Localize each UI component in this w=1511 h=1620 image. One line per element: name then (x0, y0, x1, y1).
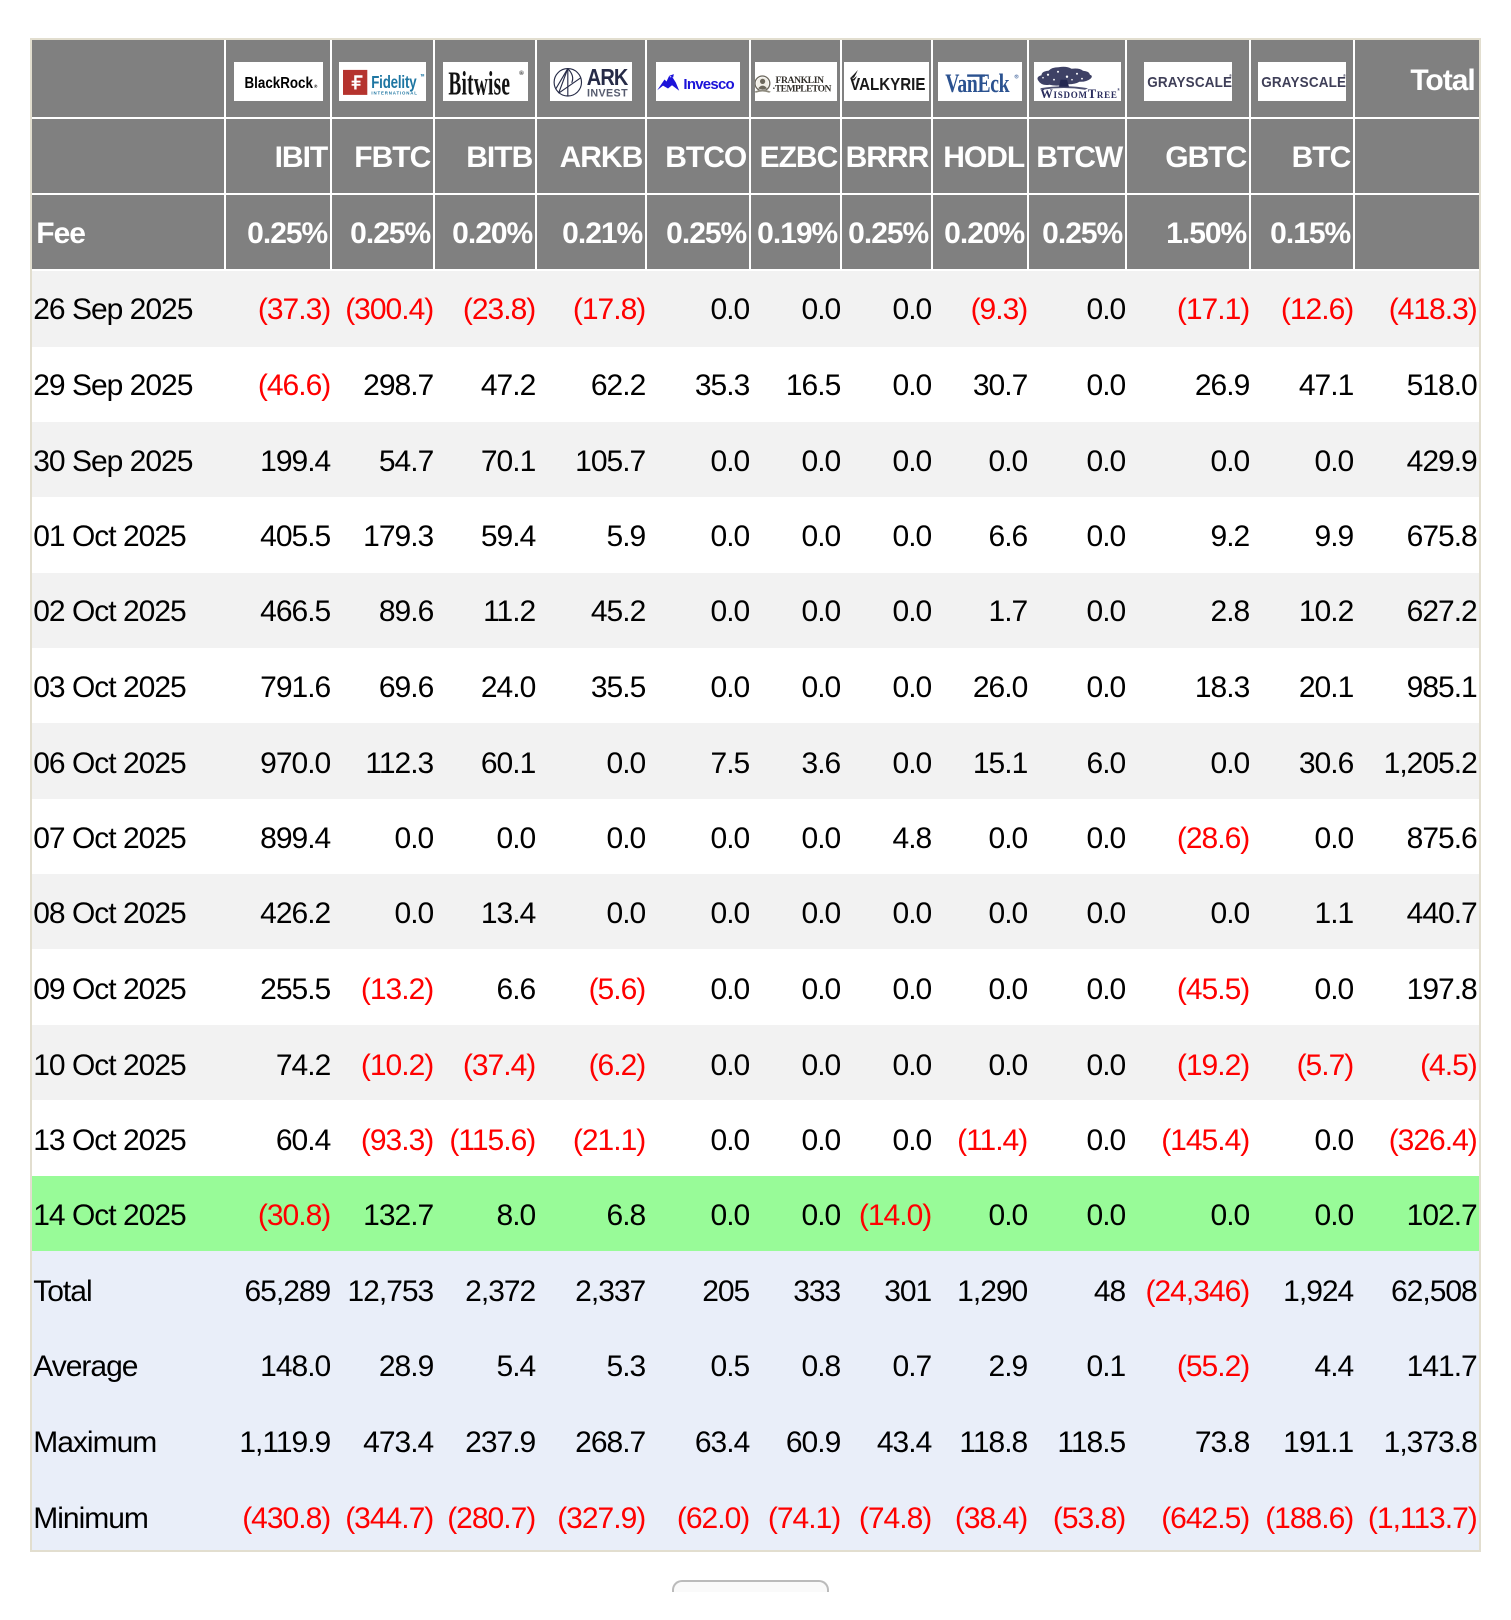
svg-text:·TEMPLETON: ·TEMPLETON (772, 83, 831, 94)
svg-text:®: ® (1229, 73, 1232, 78)
svg-text:WisdomTree: WisdomTree (1040, 87, 1117, 101)
svg-text:INTERNATIONAL: INTERNATIONAL (371, 91, 417, 96)
svg-text:GRAYSCALE: GRAYSCALE (1261, 74, 1346, 91)
svg-text:Bitwise: Bitwise (448, 64, 510, 101)
svg-text:Fidelity: Fidelity (371, 73, 417, 92)
svg-text:VALKYRIE: VALKYRIE (850, 75, 925, 94)
svg-text:BlackRock: BlackRock (245, 75, 314, 92)
svg-text:TM: TM (421, 73, 425, 77)
svg-text:GRAYSCALE: GRAYSCALE (1147, 74, 1232, 91)
svg-text:®: ® (1015, 73, 1019, 80)
svg-text:Invesco: Invesco (684, 76, 735, 93)
svg-text:VanEck: VanEck (945, 69, 1009, 99)
svg-text:FRANKLIN: FRANKLIN (775, 75, 824, 86)
svg-text:INVEST: INVEST (587, 87, 628, 99)
svg-text:ARK: ARK (587, 65, 629, 91)
svg-text:®: ® (314, 83, 318, 89)
svg-text:®: ® (1117, 87, 1120, 92)
svg-text:®: ® (519, 70, 524, 77)
svg-text:®: ® (1343, 73, 1346, 78)
